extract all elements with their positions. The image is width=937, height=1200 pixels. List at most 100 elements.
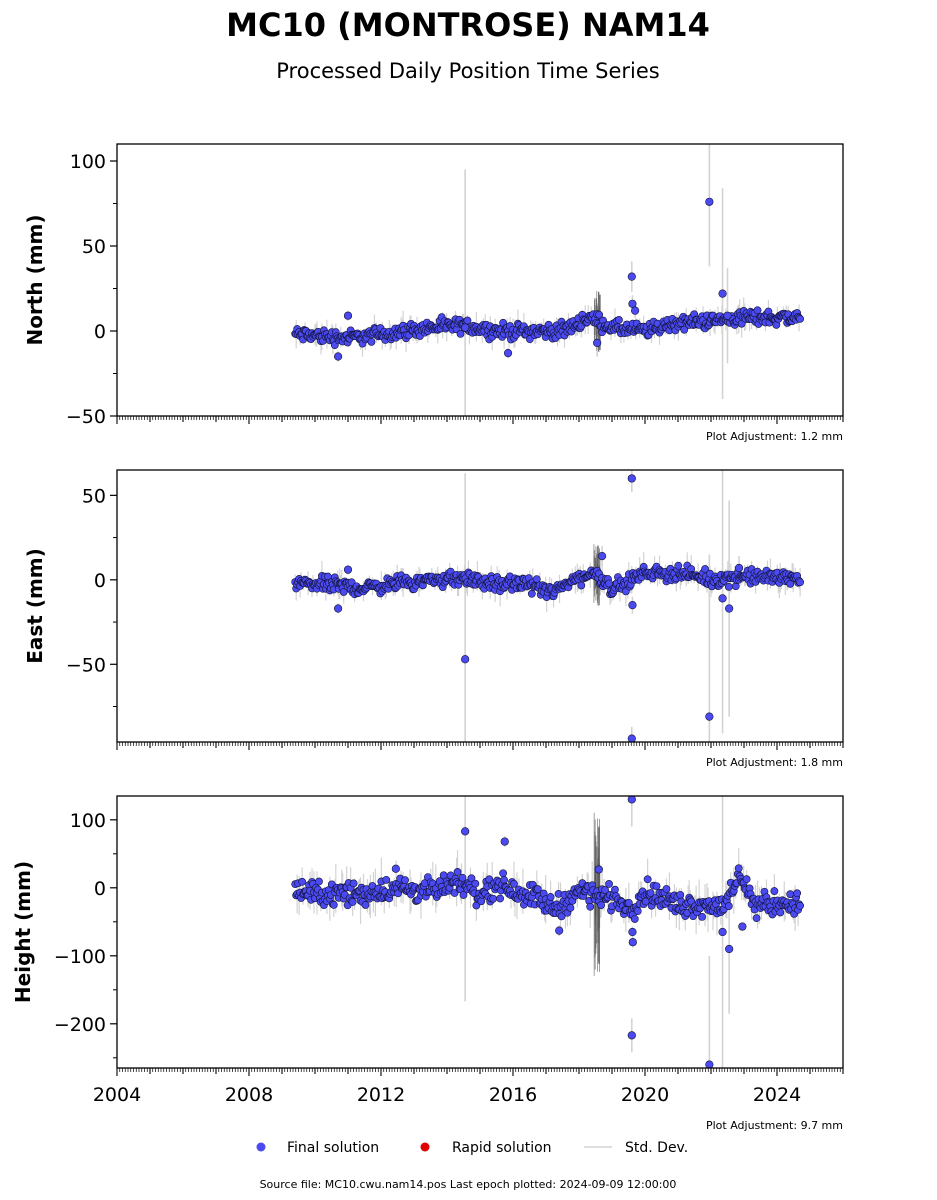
panel-north: −50 0 50 100 North (mm) Plot Adjustment: 1.… — [23, 143, 844, 443]
final-point — [724, 582, 733, 591]
outlier-point — [461, 323, 470, 332]
outlier-point — [718, 289, 727, 298]
final-point — [361, 901, 370, 909]
outlier-point — [627, 734, 636, 742]
outlier-point — [705, 197, 714, 206]
y-tick-label: −200 — [54, 1014, 106, 1036]
final-point — [630, 915, 639, 923]
final-point — [298, 877, 307, 886]
y-tick-label: 50 — [82, 485, 106, 507]
east-axes-frame — [116, 469, 844, 743]
final-point — [477, 897, 486, 906]
north-axis-label: North (mm) — [23, 214, 47, 345]
final-point — [796, 578, 804, 587]
final-point — [776, 908, 785, 917]
north-ticks: −50 0 50 100 — [66, 151, 844, 428]
outlier-point — [628, 299, 637, 308]
outlier-point — [500, 837, 509, 846]
y-tick-label: −100 — [54, 946, 106, 968]
final-point — [450, 889, 459, 897]
x-tick-label: 2004 — [93, 1084, 141, 1106]
final-point — [731, 582, 740, 591]
final-point — [734, 864, 743, 873]
legend-stddev-label: Std. Dev. — [625, 1140, 688, 1156]
y-tick-label: 0 — [94, 570, 106, 592]
height-axes-frame — [116, 795, 844, 1069]
final-point — [489, 894, 498, 903]
y-tick-label: 50 — [82, 236, 106, 258]
final-point — [624, 898, 633, 907]
final-point — [367, 337, 376, 346]
final-point — [601, 886, 609, 894]
final-point — [611, 885, 619, 894]
final-point — [499, 869, 507, 878]
outlier-point — [725, 604, 734, 613]
final-point — [674, 561, 683, 570]
final-point — [500, 876, 508, 884]
final-point — [471, 879, 480, 888]
final-point — [577, 581, 586, 590]
final-point — [680, 325, 689, 334]
outlier-point — [461, 655, 470, 664]
final-point — [533, 885, 542, 893]
final-point — [467, 874, 476, 883]
x-tick-label: 2016 — [489, 1084, 537, 1106]
final-point — [770, 887, 779, 895]
outlier-point — [725, 944, 734, 954]
outlier-point — [718, 927, 727, 937]
final-point — [348, 898, 357, 906]
legend-final-label: Final solution — [287, 1140, 379, 1156]
outlier-point — [738, 922, 747, 931]
x-tick-label: 2008 — [225, 1084, 273, 1106]
outlier-point — [627, 474, 636, 483]
outlier-point — [628, 938, 637, 947]
outlier-point — [343, 311, 353, 320]
final-point — [463, 316, 472, 325]
legend-rapid-label: Rapid solution — [452, 1140, 552, 1156]
final-point — [633, 907, 642, 916]
final-point — [724, 902, 733, 910]
north-plot-adjustment: Plot Adjustment: 1.2 mm — [706, 430, 843, 443]
final-point — [510, 880, 518, 888]
x-tick-label: 2020 — [621, 1084, 669, 1106]
legend-rapid-marker — [420, 1142, 430, 1152]
final-point — [586, 902, 595, 911]
height-data-layer — [291, 796, 804, 1068]
final-point — [662, 885, 671, 893]
final-point — [698, 912, 706, 921]
final-point — [382, 875, 391, 884]
outlier-point — [718, 594, 727, 603]
panel-east: −50 0 50 East (mm) Plot Adjustment: 1.8 mm — [23, 469, 844, 769]
outlier-point — [627, 272, 636, 281]
east-ticks: −50 0 50 — [66, 485, 844, 750]
outlier-point — [593, 338, 602, 348]
east-plot-adjustment: Plot Adjustment: 1.8 mm — [706, 756, 843, 769]
height-ticks: −200 −100 0 100 2004 2008 2012 2016 2020 2024 — [54, 810, 844, 1106]
chart-title: MC10 (MONTROSE) NAM14 — [226, 6, 710, 44]
outlier-point — [705, 712, 714, 721]
final-point — [615, 316, 623, 324]
outlier-point — [343, 565, 353, 574]
final-point — [496, 894, 505, 903]
outlier-point — [734, 563, 744, 573]
y-tick-label: −50 — [66, 654, 106, 676]
final-point — [557, 912, 566, 921]
outlier-point — [391, 864, 400, 873]
final-point — [329, 900, 338, 909]
outlier-point — [334, 604, 343, 613]
final-point — [546, 893, 555, 901]
final-point — [676, 890, 685, 899]
x-tick-label: 2024 — [753, 1084, 801, 1106]
final-point — [701, 565, 709, 573]
final-point — [646, 889, 655, 897]
final-point — [453, 868, 462, 876]
final-point — [605, 880, 613, 888]
y-tick-label: 0 — [94, 878, 106, 900]
outlier-point — [627, 796, 636, 804]
outlier-point — [503, 349, 513, 358]
outlier-point — [628, 601, 637, 610]
legend: Final solution Rapid solution Std. Dev. — [256, 1140, 688, 1156]
y-tick-label: −50 — [66, 406, 106, 428]
north-data-layer — [291, 144, 804, 416]
